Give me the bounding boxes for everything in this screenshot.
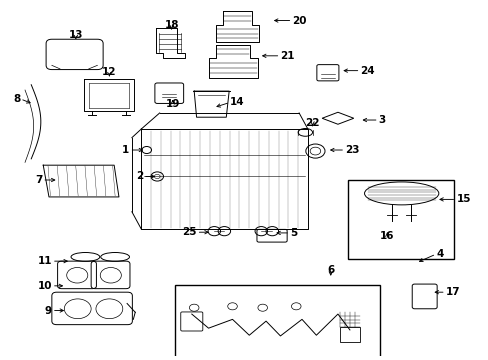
Text: 13: 13 xyxy=(68,30,83,40)
Text: 16: 16 xyxy=(379,231,394,242)
Text: 19: 19 xyxy=(165,99,180,109)
Text: 3: 3 xyxy=(378,115,385,125)
Text: 17: 17 xyxy=(445,287,460,297)
Text: 22: 22 xyxy=(305,118,319,128)
Text: 11: 11 xyxy=(37,256,52,266)
Text: 7: 7 xyxy=(35,175,42,185)
Text: 10: 10 xyxy=(37,281,52,291)
Text: 8: 8 xyxy=(13,94,20,104)
Bar xyxy=(340,327,360,342)
Text: 12: 12 xyxy=(102,67,116,77)
Text: 14: 14 xyxy=(230,98,244,107)
Text: 6: 6 xyxy=(326,265,334,275)
Text: 23: 23 xyxy=(345,145,359,155)
Text: 1: 1 xyxy=(122,145,129,155)
Text: 24: 24 xyxy=(360,66,374,76)
Text: 15: 15 xyxy=(455,194,470,204)
Text: 9: 9 xyxy=(44,306,52,315)
Text: 5: 5 xyxy=(289,228,297,238)
Text: 2: 2 xyxy=(135,171,142,181)
Text: 21: 21 xyxy=(280,51,294,61)
Text: 4: 4 xyxy=(435,249,443,259)
Text: 18: 18 xyxy=(164,21,179,31)
Text: 20: 20 xyxy=(292,15,306,26)
Text: 25: 25 xyxy=(182,227,196,237)
